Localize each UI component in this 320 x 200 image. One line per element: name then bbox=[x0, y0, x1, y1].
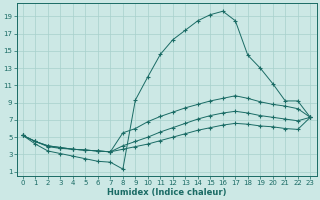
X-axis label: Humidex (Indice chaleur): Humidex (Indice chaleur) bbox=[107, 188, 226, 197]
